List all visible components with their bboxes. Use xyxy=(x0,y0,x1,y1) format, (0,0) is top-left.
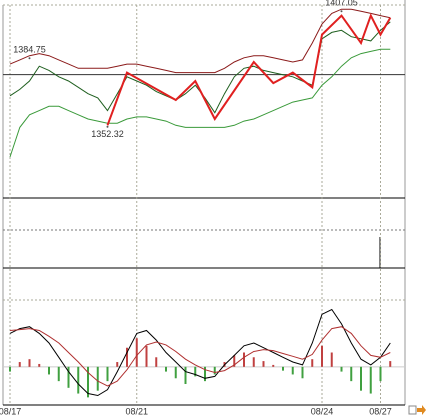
histogram-bar xyxy=(340,366,343,372)
histogram-bar xyxy=(145,345,148,367)
histogram-bar xyxy=(174,366,177,379)
histogram-bar xyxy=(243,352,245,367)
histogram-bar xyxy=(106,366,109,382)
x-tick-label: 08/27 xyxy=(369,406,392,416)
x-tick-label: 08/17 xyxy=(0,406,21,416)
histogram-bar xyxy=(272,364,275,367)
series-line xyxy=(9,308,391,397)
histogram-bar xyxy=(28,359,31,367)
histogram-bar xyxy=(360,366,362,391)
histogram-bar xyxy=(67,366,70,388)
annotation: 1407.05 xyxy=(325,0,358,8)
histogram-bar xyxy=(389,361,392,367)
histogram-bar xyxy=(194,366,197,377)
histogram-bar xyxy=(184,366,187,384)
histogram-bar xyxy=(18,362,21,367)
histogram-bar xyxy=(252,357,255,367)
series-line xyxy=(9,8,391,74)
x-tick-label: 08/21 xyxy=(125,406,148,416)
histogram-bar xyxy=(165,366,167,372)
histogram-bar xyxy=(350,366,353,382)
histogram-bar xyxy=(77,366,80,394)
histogram-bar xyxy=(291,366,294,375)
scroll-arrow[interactable] xyxy=(417,405,426,415)
annotation-point xyxy=(106,125,109,128)
x-tick-label: 08/24 xyxy=(311,406,334,416)
histogram-bar xyxy=(311,359,314,367)
histogram-bar xyxy=(48,366,50,375)
zigzag-line xyxy=(106,13,392,126)
histogram-bar xyxy=(262,361,265,367)
histogram-bar xyxy=(330,352,333,367)
histogram-bar xyxy=(38,363,41,367)
annotation: 1352.32 xyxy=(91,129,124,139)
histogram-bar xyxy=(204,366,206,382)
histogram-bar xyxy=(87,366,89,398)
series-line xyxy=(9,48,391,158)
histogram-bar xyxy=(233,355,236,367)
histogram-bar xyxy=(57,366,60,382)
histogram-bar xyxy=(321,345,323,367)
histogram-bar xyxy=(379,366,382,382)
annotation-point xyxy=(28,57,31,60)
histogram-bar xyxy=(213,366,216,375)
histogram-bar xyxy=(96,366,99,391)
histogram-bar xyxy=(301,366,304,379)
annotation-point xyxy=(340,10,343,13)
icon[interactable] xyxy=(408,405,417,415)
annotation: 1384.75 xyxy=(13,45,46,55)
histogram-bar xyxy=(135,338,138,367)
histogram-bar xyxy=(126,347,128,367)
histogram-bar xyxy=(155,357,158,367)
histogram-bar xyxy=(9,366,11,372)
histogram-bar xyxy=(282,366,284,371)
histogram-bar xyxy=(116,362,119,367)
histogram-bar xyxy=(369,366,372,394)
series-line xyxy=(9,326,391,387)
